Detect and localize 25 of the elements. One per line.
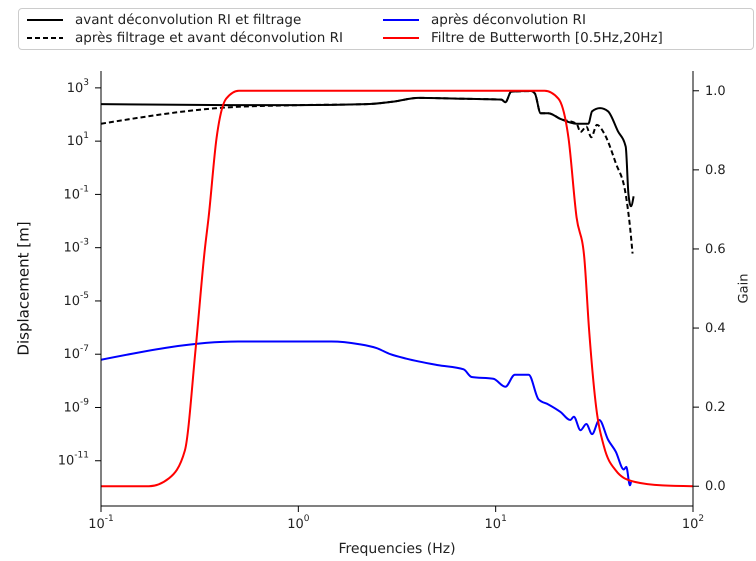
x-tick-label: 10$^{2}$ bbox=[682, 514, 704, 532]
x-tick-label: 10$^{1}$ bbox=[484, 514, 507, 532]
y2-tick-label: 0.4 bbox=[705, 320, 726, 336]
y2-tick-label: 0.8 bbox=[705, 162, 726, 178]
y2-tick-label: 0.0 bbox=[705, 478, 726, 494]
y-tick-label: 10$^{3}$ bbox=[66, 78, 89, 96]
legend-label: après déconvolution RI bbox=[431, 12, 586, 28]
y-tick-label: 10$^{-7}$ bbox=[63, 344, 89, 362]
legend-label: après filtrage et avant déconvolution RI bbox=[75, 30, 344, 46]
x-tick-label: 10$^{0}$ bbox=[287, 514, 310, 532]
y-axis-title: Displacement [m] bbox=[14, 221, 32, 356]
legend-label: avant déconvolution RI et filtrage bbox=[75, 12, 302, 28]
y2-tick-label: 1.0 bbox=[705, 83, 726, 98]
y-tick-label: 10$^{-1}$ bbox=[63, 184, 89, 202]
y-tick-label: 10$^{1}$ bbox=[66, 132, 89, 149]
y2-tick-label: 0.6 bbox=[705, 242, 726, 257]
y-tick-label: 10$^{-9}$ bbox=[63, 398, 90, 416]
y2-axis-title: Gain bbox=[736, 274, 752, 304]
x-tick-label: 10$^{-1}$ bbox=[88, 514, 114, 532]
y-tick-label: 10$^{-5}$ bbox=[63, 291, 89, 309]
x-axis-title: Frequencies (Hz) bbox=[338, 541, 456, 557]
y-tick-label: 10$^{-11}$ bbox=[58, 451, 89, 468]
y2-tick-label: 0.2 bbox=[705, 400, 726, 415]
y-tick-label: 10$^{-3}$ bbox=[63, 238, 89, 256]
legend-label: Filtre de Butterworth [0.5Hz,20Hz] bbox=[431, 30, 663, 46]
